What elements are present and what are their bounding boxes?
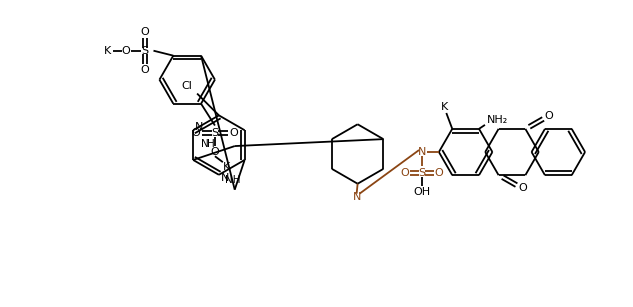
Text: O: O <box>140 64 149 75</box>
Text: N: N <box>195 122 203 132</box>
Text: K: K <box>441 102 448 112</box>
Text: N: N <box>221 173 229 183</box>
Text: O: O <box>545 111 553 121</box>
Text: O: O <box>122 46 130 56</box>
Text: N: N <box>353 192 361 202</box>
Text: S: S <box>141 46 148 56</box>
Text: O: O <box>401 168 410 178</box>
Text: O: O <box>229 128 238 138</box>
Text: K: K <box>104 46 111 56</box>
Text: S: S <box>211 128 218 138</box>
Text: O: O <box>140 27 149 37</box>
Text: O: O <box>518 183 527 193</box>
Text: K: K <box>223 162 230 172</box>
Text: NH₂: NH₂ <box>487 115 508 125</box>
Text: NH: NH <box>225 175 241 185</box>
Text: O: O <box>211 147 219 157</box>
Text: N: N <box>201 139 209 149</box>
Text: O: O <box>434 168 443 178</box>
Text: Cl: Cl <box>182 81 192 91</box>
Text: N: N <box>418 147 426 157</box>
Text: OH: OH <box>413 187 430 197</box>
Text: H: H <box>207 139 215 149</box>
Text: S: S <box>418 168 425 178</box>
Text: O: O <box>192 128 201 138</box>
